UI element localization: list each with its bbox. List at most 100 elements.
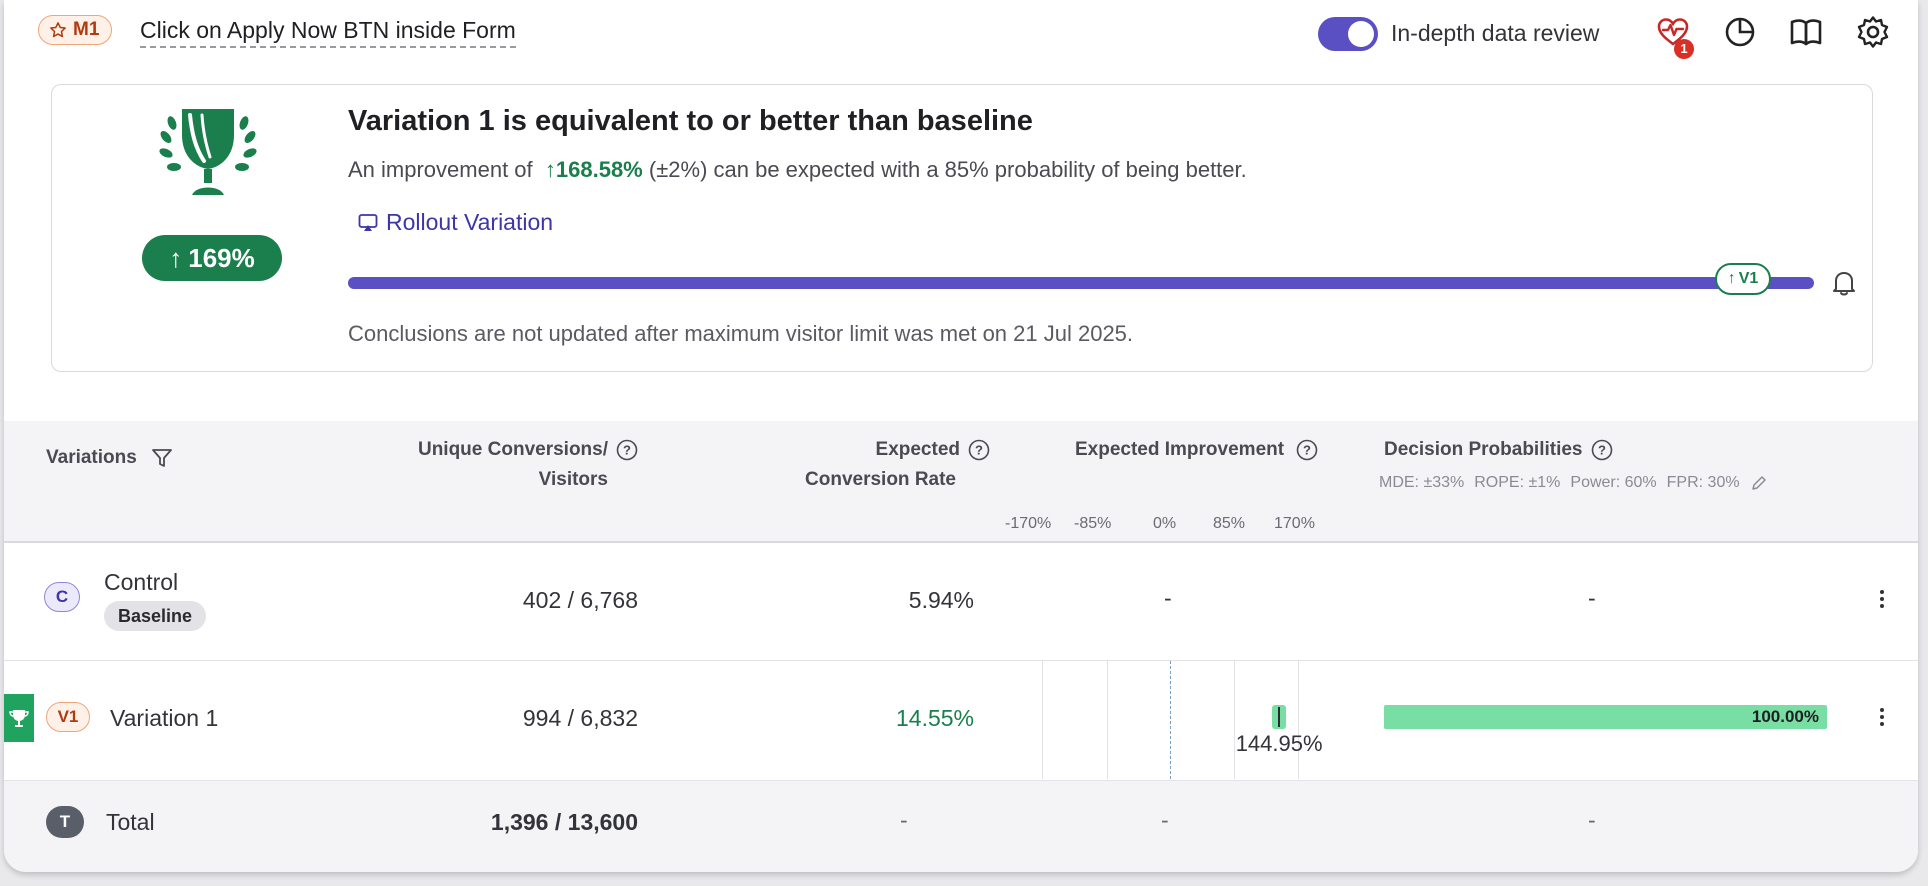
arrow-up-icon: ↑ bbox=[169, 242, 183, 273]
expected-header-line2: Conversion Rate bbox=[805, 469, 956, 490]
mde-value: MDE: ±33% bbox=[1379, 474, 1465, 491]
pencil-icon[interactable] bbox=[1750, 474, 1768, 492]
variant-name: Control bbox=[104, 569, 179, 595]
improvement-header: Expected Improvement? bbox=[1075, 435, 1318, 465]
metric-report-card: M1 Click on Apply Now BTN inside Form In… bbox=[4, 0, 1918, 872]
total-rate: - bbox=[900, 807, 908, 833]
conversions-value: 994 / 6,832 bbox=[522, 705, 638, 731]
scale-label: 0% bbox=[1153, 515, 1177, 532]
total-label: Total bbox=[106, 809, 155, 835]
grid-line bbox=[1042, 661, 1043, 779]
gear-icon[interactable] bbox=[1855, 14, 1891, 50]
metric-badge: M1 bbox=[38, 15, 113, 45]
decision-label: 100.00% bbox=[1751, 707, 1819, 726]
scale-label: 85% bbox=[1213, 515, 1246, 532]
svg-text:?: ? bbox=[975, 442, 983, 457]
svg-text:?: ? bbox=[1303, 442, 1311, 457]
improvement-label: 144.95% bbox=[1235, 731, 1323, 756]
total-decision: - bbox=[1588, 807, 1596, 833]
metric-title[interactable]: Click on Apply Now BTN inside Form bbox=[140, 16, 516, 48]
scale-label: -170% bbox=[1005, 515, 1052, 532]
help-icon[interactable]: ? bbox=[1591, 439, 1613, 461]
fpr-value: FPR: 30% bbox=[1666, 474, 1740, 491]
progress-flag-label: V1 bbox=[1738, 270, 1759, 287]
conversions-value: 402 / 6,768 bbox=[522, 587, 638, 613]
book-icon[interactable] bbox=[1788, 14, 1824, 50]
sample-progress-track bbox=[348, 277, 1814, 289]
row-menu-icon[interactable] bbox=[1880, 705, 1884, 729]
decision-value: - bbox=[1588, 585, 1596, 611]
improvement-value: ↑168.58% bbox=[538, 157, 643, 182]
variant-badge: C bbox=[44, 582, 80, 612]
variant-badge: V1 bbox=[46, 702, 90, 732]
decision-header-label: Decision Probabilities bbox=[1384, 439, 1583, 460]
row-menu-icon[interactable] bbox=[1880, 587, 1884, 611]
summary-sub-prefix: An improvement of bbox=[348, 157, 533, 182]
improvement-value-text: 168.58% bbox=[555, 157, 643, 182]
in-depth-review-toggle[interactable] bbox=[1318, 17, 1378, 51]
notification-count-badge: 1 bbox=[1674, 39, 1694, 59]
help-icon[interactable]: ? bbox=[616, 439, 638, 461]
conversions-header: Unique Conversions/? Visitors bbox=[394, 435, 638, 495]
expected-header-line1: Expected bbox=[875, 439, 960, 460]
variant-name: Variation 1 bbox=[110, 705, 219, 731]
summary-subtitle: An improvement of ↑168.58% (±2%) can be … bbox=[348, 157, 1247, 183]
variations-header: Variations bbox=[46, 447, 173, 469]
conversion-rate-value: 5.94% bbox=[908, 587, 974, 613]
grid-line bbox=[1107, 661, 1108, 779]
lift-label: 169% bbox=[188, 242, 255, 273]
bell-icon[interactable] bbox=[1831, 269, 1857, 297]
rope-value: ROPE: ±1% bbox=[1474, 474, 1561, 491]
table-row-total: T Total 1,396 / 13,600 - - - bbox=[4, 781, 1918, 872]
power-value: Power: 60% bbox=[1570, 474, 1657, 491]
variant-badge: T bbox=[46, 806, 84, 838]
mde-settings: MDE: ±33% ROPE: ±1% Power: 60% FPR: 30% bbox=[1379, 474, 1768, 492]
health-heart-icon[interactable] bbox=[1655, 14, 1691, 50]
table-row-control[interactable]: C Control Baseline 402 / 6,768 5.94% - - bbox=[4, 543, 1918, 661]
conversions-header-line2: Visitors bbox=[538, 469, 608, 490]
result-summary-panel: ↑ 169% Variation 1 is equivalent to or b… bbox=[51, 84, 1873, 372]
rollout-icon bbox=[358, 213, 378, 231]
baseline-tag: Baseline bbox=[104, 601, 207, 631]
decision-header: Decision Probabilities? bbox=[1384, 435, 1613, 465]
lift-pill: ↑ 169% bbox=[142, 235, 282, 281]
pie-chart-icon[interactable] bbox=[1722, 14, 1758, 50]
rollout-label: Rollout Variation bbox=[386, 209, 554, 235]
grid-line bbox=[1234, 661, 1235, 779]
improvement-header-label: Expected Improvement bbox=[1075, 439, 1285, 460]
expected-rate-header: Expected? Conversion Rate bbox=[704, 435, 990, 495]
svg-text:?: ? bbox=[623, 442, 631, 457]
trophy-icon bbox=[159, 109, 257, 195]
filter-icon[interactable] bbox=[151, 447, 173, 469]
decision-track: 100.00% bbox=[1384, 705, 1827, 729]
toggle-knob bbox=[1348, 21, 1374, 47]
table-header: Variations Unique Conversions/? Visitors… bbox=[4, 421, 1918, 543]
grid-line bbox=[1298, 661, 1299, 779]
table-row-variation-1[interactable]: V1 Variation 1 994 / 6,832 14.55% 144.95… bbox=[4, 661, 1918, 781]
trophy-icon bbox=[9, 710, 29, 727]
improvement-interval-bar bbox=[1272, 705, 1287, 729]
improvement-value: - bbox=[1164, 585, 1172, 611]
toggle-label: In-depth data review bbox=[1391, 20, 1600, 46]
help-icon[interactable]: ? bbox=[968, 439, 990, 461]
winner-marker bbox=[4, 694, 34, 742]
help-icon[interactable]: ? bbox=[1296, 439, 1318, 461]
total-improvement: - bbox=[1161, 807, 1169, 833]
conversions-header-line1: Unique Conversions/ bbox=[417, 439, 608, 460]
variations-header-label: Variations bbox=[46, 447, 137, 468]
summary-sub-suffix: (±2%) can be expected with a 85% probabi… bbox=[648, 157, 1247, 182]
improvement-chart: 144.95% bbox=[1038, 661, 1323, 779]
summary-title: Variation 1 is equivalent to or better t… bbox=[348, 105, 1033, 137]
scale-label: 170% bbox=[1274, 515, 1315, 532]
improvement-marker bbox=[1278, 707, 1281, 727]
arrow-up-icon: ↑ bbox=[1727, 270, 1736, 287]
decision-bar bbox=[1384, 705, 1827, 729]
svg-text:?: ? bbox=[1598, 442, 1606, 457]
zero-line bbox=[1170, 661, 1171, 779]
star-icon bbox=[50, 22, 66, 38]
total-conversions: 1,396 / 13,600 bbox=[490, 809, 638, 835]
metric-badge-label: M1 bbox=[73, 19, 100, 40]
rollout-variation-link[interactable]: Rollout Variation bbox=[358, 209, 553, 236]
conclusion-note: Conclusions are not updated after maximu… bbox=[348, 321, 1134, 346]
scale-label: -85% bbox=[1074, 515, 1112, 532]
